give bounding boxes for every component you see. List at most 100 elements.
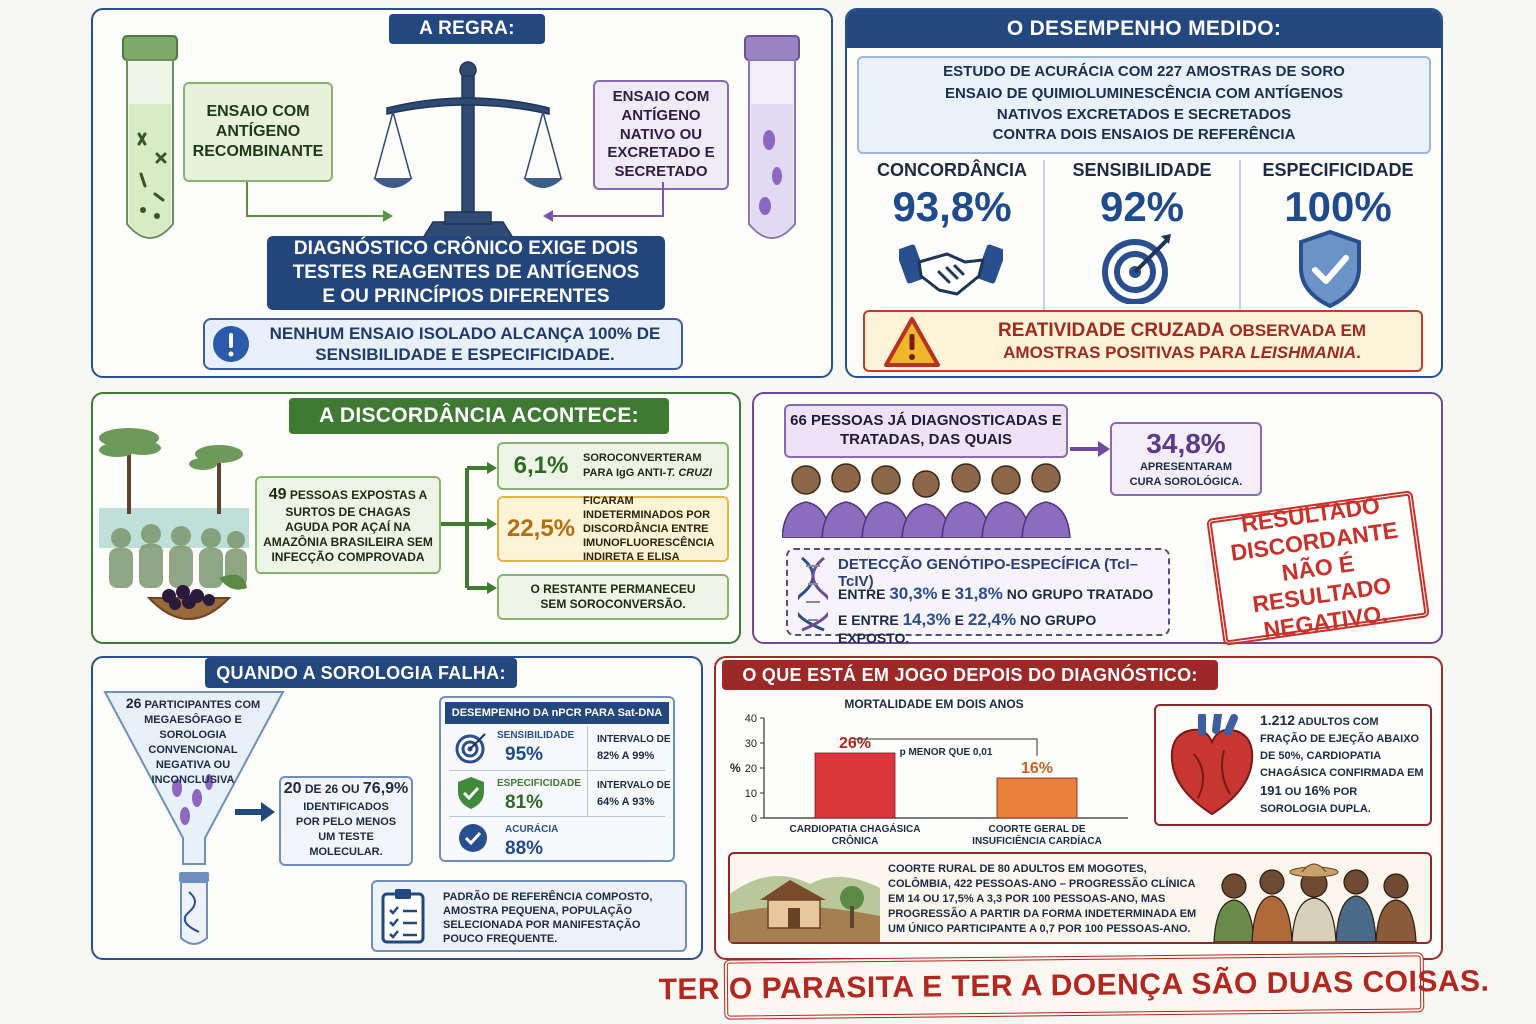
chart-title: MORTALIDADE EM DOIS ANOS [844,697,1023,711]
metric-sensitivity: SENSIBILIDADE 92% [1045,160,1239,233]
npcr-acc-label: ACURÁCIA [505,824,559,835]
genotype-line-2: E ENTRE 14,3% E 22,4% NO GRUPO EXPOSTO. [838,610,1168,646]
heart-text-1: ADULTOS COM FRAÇÃO DE EJEÇÃO ABAIXO DE 5… [1260,716,1424,779]
heart-text-2: OU [1281,786,1305,798]
cure-text: APRESENTARAM CURA SOROLÓGICA. [1129,461,1243,488]
npcr-sens-ci: 82% A 99% [597,750,655,762]
exposed-num: 49 [268,486,287,503]
arrow-to-cure [1070,441,1110,457]
npcr-row-divider [449,770,665,771]
npcr-sens-value: 95% [505,744,544,765]
heart-icon [1170,714,1254,816]
outcome-text: SOROCONVERTERAM PARA IgG ANTI-T. CRUZI [583,451,727,481]
leishmania-italic: LEISHMANIA [1250,343,1357,362]
test-tube-green-icon [122,35,178,239]
farmers-illustration [1213,863,1417,942]
y-tick-label: 10 [745,788,757,800]
target-icon [455,733,486,764]
discord-title: A DISCORDÂNCIA ACONTECE: [289,398,669,434]
test-tube-purple-icon [744,35,800,239]
npcr-spec-ci-label: INTERVALO DE [597,780,671,791]
rural-house-illustration [730,876,880,942]
cross-line2: AMOSTRAS POSITIVAS PARA [1003,343,1251,362]
stakes-title: O QUE ESTÁ EM JOGO DEPOIS DO DIAGNÓSTICO… [722,660,1218,690]
npcr-spec-ci: 64% A 93% [597,796,655,808]
y-axis-label: % [730,761,741,775]
metric-value: 100% [1284,183,1392,230]
stakes-panel: O QUE ESTÁ EM JOGO DEPOIS DO DIAGNÓSTICO… [714,656,1443,960]
rural-text: COORTE RURAL DE 80 ADULTOS EM MOGOTES, C… [888,863,1197,935]
y-tick-label: 40 [745,713,757,725]
npcr-col-divider [587,726,588,816]
metric-concordance: CONCORDÂNCIA 93,8% [857,160,1047,233]
p-value-annotation: p MENOR QUE 0,01 [900,747,993,758]
discordant-stamp: RESULTADO DISCORDANTE NÃO É RESULTADO NE… [1206,490,1430,646]
funnel-num: 26 [125,695,142,711]
genotype-title: DETECÇÃO GENÓTIPO-ESPECÍFICA (TcI–TcIV) [838,556,1139,590]
metric-label: CONCORDÂNCIA [877,160,1027,180]
balance-scale-icon [373,61,563,239]
t-cruzi-italic: T. CRUZI [666,467,712,479]
npcr-sens-ci-label: INTERVALO DE [597,734,671,745]
metric-specificity: ESPECIFICIDADE 100% [1241,160,1435,233]
exposed-text: PESSOAS EXPOSTAS A SURTOS DE CHAGAS AGUD… [263,488,433,564]
native-box: ENSAIO COM ANTÍGENO NATIVO OU EXCRETADO … [593,80,729,190]
ident-mid: DE 26 OU [301,782,363,796]
y-tick-label: 20 [745,763,757,775]
y-tick-label: 30 [745,738,757,750]
cross-rest: OBSERVADA EM [1224,321,1366,340]
npcr-sens-label: SENSIBILIDADE [497,730,575,741]
g2-b: 22,4% [967,610,1017,629]
bar-value-label: 16% [1021,760,1053,777]
heart-16: 16% [1304,783,1331,798]
rule-panel: A REGRA: ENSAIO COM ANTÍGENO RECOMBINANT… [91,8,833,378]
g2-a: 14,3% [902,610,951,629]
bar [814,752,896,819]
cross-reactivity-text: REATIVIDADE CRUZADA OBSERVADA EM AMOSTRA… [947,320,1417,364]
banner: TER O PARASITA E TER A DOENÇA SÃO DUAS C… [658,952,1490,1020]
shield-check-icon [1299,230,1361,308]
outcome-value: 6,1% [513,452,569,479]
cross-bold: REATIVIDADE CRUZADA [998,320,1225,341]
genotype-line-1: ENTRE 30,3% E 31,8% NO GRUPO TRATADO [838,584,1168,604]
g2-mid: E [950,612,968,628]
heart-text-3: POR SOROLOGIA DUPLA. [1260,786,1371,815]
npcr-title: DESEMPENHO DA nPCR PARA Sat-DNA [445,702,669,724]
treated-panel: 66 PESSOAS JÁ DIAGNOSTICADAS E TRATADAS,… [752,392,1443,646]
discord-panel: A DISCORDÂNCIA ACONTECE: 49 PESSOAS EXPO… [91,392,741,644]
warning-box [203,318,683,370]
exposed-box: 49 PESSOAS EXPOSTAS A SURTOS DE CHAGAS A… [255,476,441,574]
cure-value: 34,8% [1146,428,1226,459]
metric-value: 93,8% [892,183,1012,230]
study-line-2: ENSAIO DE QUIMIOLUMINESCÊNCIA COM ANTÍGE… [944,85,1344,102]
performance-title: O DESEMPENHO MEDIDO: [847,10,1441,48]
metric-label: ESPECIFICIDADE [1262,160,1414,180]
arrows-to-scale [246,182,664,222]
heart-text: 1.212 ADULTOS COM FRAÇÃO DE EJEÇÃO ABAIX… [1260,712,1426,818]
x-tick-label: COORTE GERAL DE [988,824,1085,835]
funnel-illustration [103,691,285,945]
outcome-seroconverted: 6,1% SOROCONVERTERAM PARA IgG ANTI-T. CR… [497,442,729,490]
study-line-3: NATIVOS EXCRETADOS E SECRETADOS [996,106,1292,123]
funnel-text: 26 PARTICIPANTES COM MEGAESÔFAGO E SOROL… [123,696,263,788]
heart-num: 1.212 [1260,712,1296,728]
fail-panel: QUANDO A SOROLOGIA FALHA: 26 PARTICIPANT… [91,656,703,960]
metric-label: SENSIBILIDADE [1072,160,1212,180]
outcome-no-conversion: O RESTANTE PERMANECEU SEM SOROCONVERSÃO. [497,574,729,620]
npcr-spec-label: ESPECIFICIDADE [497,778,581,789]
target-icon [1102,234,1171,304]
cross-reactivity-box [863,310,1423,372]
treated-people-box: 66 PESSOAS JÁ DIAGNOSTICADAS E TRATADAS,… [784,404,1068,458]
npcr-acc-value: 88% [505,838,544,859]
npcr-spec-value: 81% [505,792,544,813]
requirement-box: DIAGNÓSTICO CRÔNICO EXIGE DOIS TESTES RE… [267,236,665,310]
outcome-indeterminate: 22,5% FICARAM INDETERMINADOS POR DISCORD… [497,495,729,563]
cure-box: 34,8% APRESENTARAM CURA SOROLÓGICA. [1110,422,1262,496]
g1-b: 31,8% [954,584,1003,603]
mortality-chart: MORTALIDADE EM DOIS ANOS010203040%26%CAR… [730,697,1128,847]
identified-line-1: 20 DE 26 OU 76,9% [284,780,409,798]
metric-divider [1239,160,1241,310]
clipboard-icon [381,889,425,944]
shield-check-icon [458,777,484,809]
warning-triangle-icon [884,317,940,367]
